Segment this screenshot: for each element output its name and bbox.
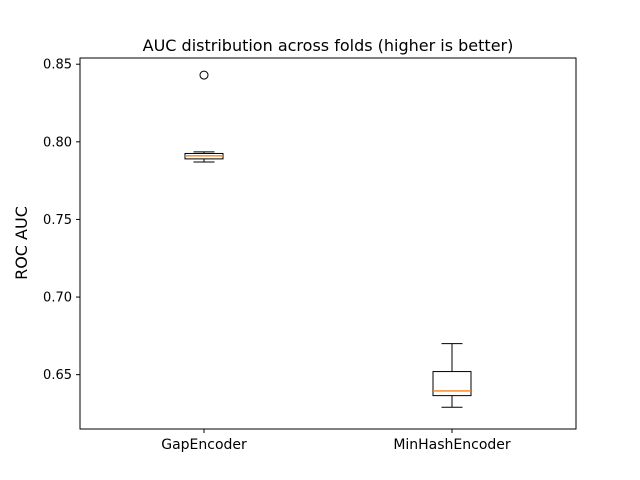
y-tick-label: 0.85 (43, 58, 72, 73)
chart-title: AUC distribution across folds (higher is… (142, 36, 514, 55)
y-tick-label: 0.65 (43, 368, 72, 383)
x-tick-label: GapEncoder (161, 437, 247, 453)
x-tick-label: MinHashEncoder (393, 437, 511, 453)
y-tick-label: 0.70 (43, 291, 72, 306)
box-minhashencoder (432, 371, 472, 397)
axes-frame (79, 57, 577, 430)
outlier-point (199, 70, 209, 80)
y-tick-label: 0.80 (43, 135, 72, 150)
y-tick-label: 0.75 (43, 213, 72, 228)
y-axis-label: ROC AUC (12, 206, 31, 280)
